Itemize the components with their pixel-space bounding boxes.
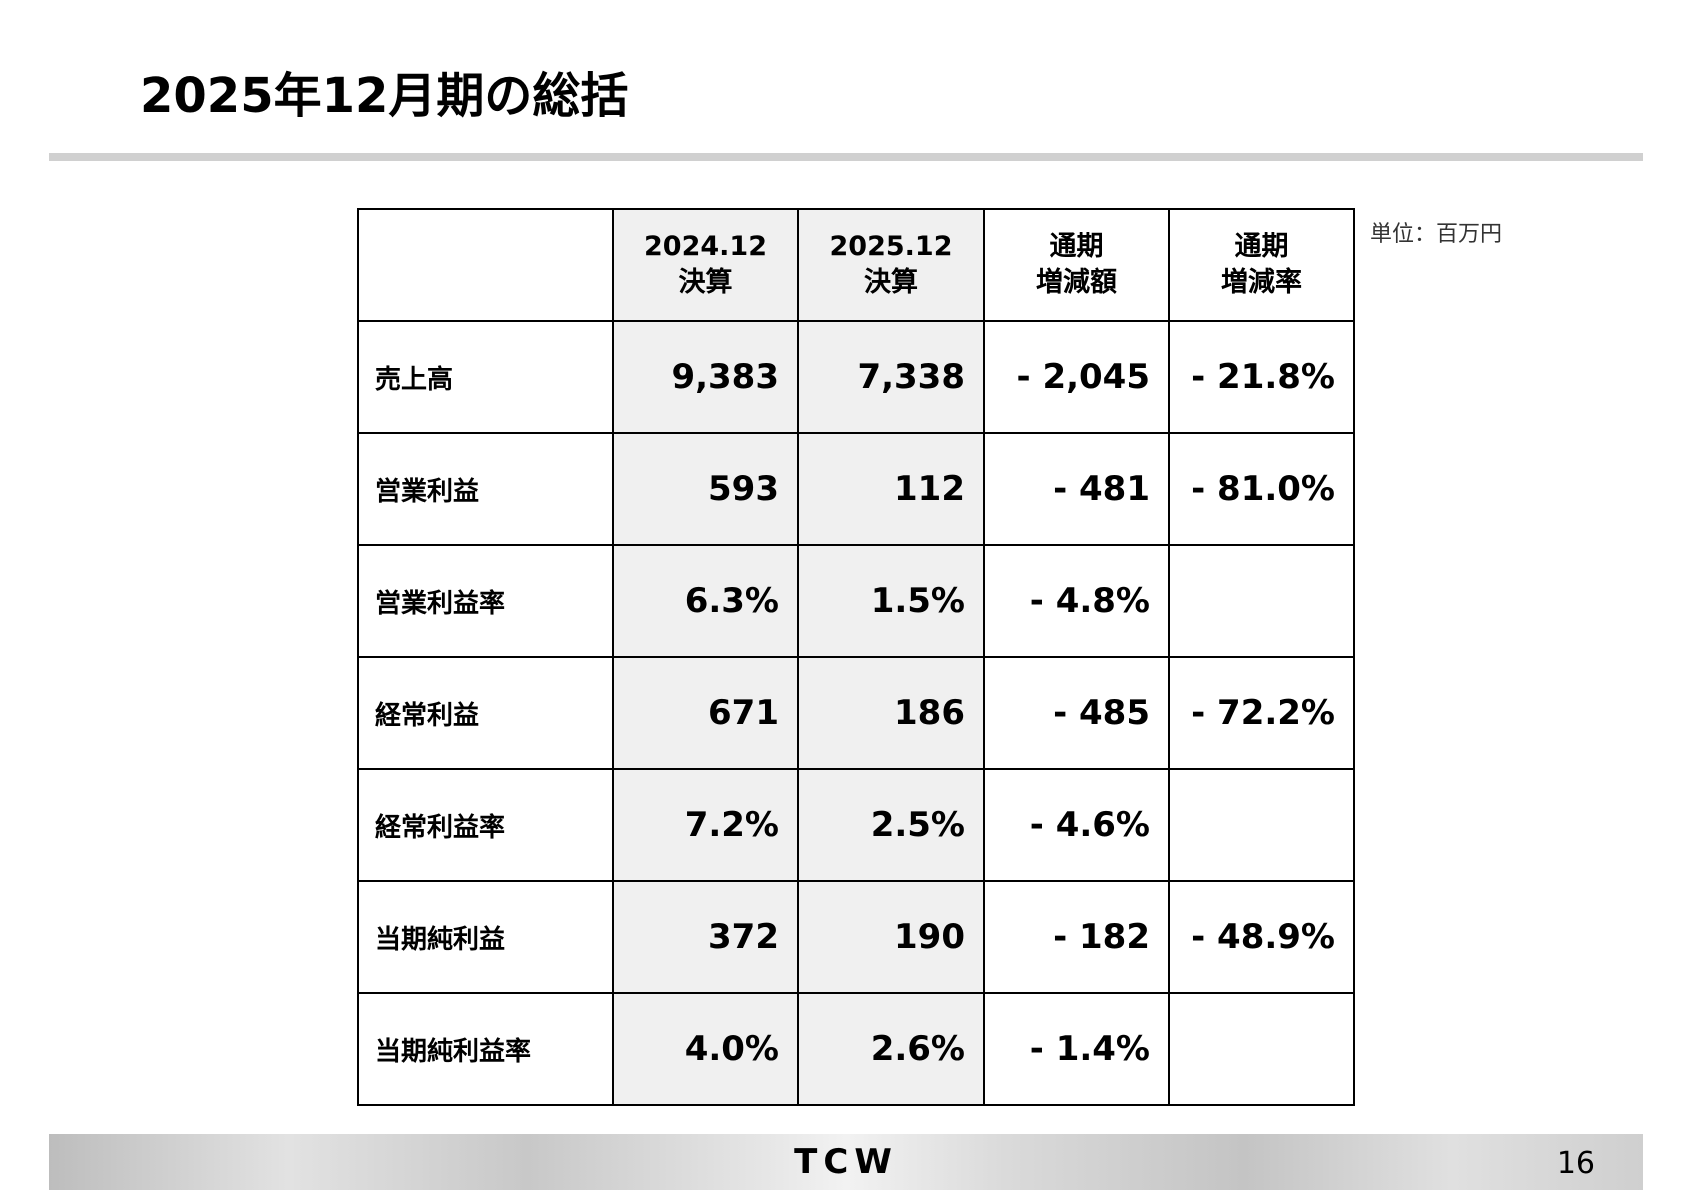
value-cell: 7,338 — [797, 320, 985, 434]
value-cell: - 81.0% — [1168, 432, 1355, 546]
column-header: 通期 増減額 — [983, 208, 1170, 322]
value-cell: - 1.4% — [983, 992, 1170, 1106]
corner-cell — [357, 208, 614, 322]
row-label: 営業利益率 — [357, 544, 614, 658]
slide-title: 2025年12月期の総括 — [140, 68, 629, 124]
value-cell: - 72.2% — [1168, 656, 1355, 770]
value-cell: 7.2% — [612, 768, 799, 882]
row-label: 経常利益 — [357, 656, 614, 770]
value-cell: 190 — [797, 880, 985, 994]
column-header: 2024.12 決算 — [612, 208, 799, 322]
value-cell — [1168, 544, 1355, 658]
value-cell: - 4.8% — [983, 544, 1170, 658]
value-cell: 112 — [797, 432, 985, 546]
value-cell: 1.5% — [797, 544, 985, 658]
value-cell: - 481 — [983, 432, 1170, 546]
value-cell: - 2,045 — [983, 320, 1170, 434]
column-header: 通期 増減率 — [1168, 208, 1355, 322]
data-row: 当期純利益 372 190- 182- 48.9% — [357, 880, 1355, 994]
value-cell: 6.3% — [612, 544, 799, 658]
row-label: 当期純利益 — [357, 880, 614, 994]
value-cell: 4.0% — [612, 992, 799, 1106]
value-cell: - 21.8% — [1168, 320, 1355, 434]
header-line: 2025.12 — [829, 231, 953, 262]
data-row: 経常利益 671 186- 485- 72.2% — [357, 656, 1355, 770]
header-row: 2024.12 決算 2025.12 決算 通期 増減額 通期 増減率 — [357, 208, 1355, 322]
footer: TCW 16 — [49, 1134, 1643, 1190]
header-line: 通期 — [1049, 231, 1104, 262]
logo: TCW — [794, 1142, 898, 1182]
row-label: 経常利益率 — [357, 768, 614, 882]
header-line: 決算 — [678, 267, 733, 298]
header-line: 増減額 — [1036, 267, 1117, 298]
title-rule — [49, 153, 1643, 161]
header-line: 通期 — [1234, 231, 1289, 262]
value-cell — [1168, 768, 1355, 882]
value-cell: - 4.6% — [983, 768, 1170, 882]
data-row: 経常利益率 7.2% 2.5% - 4.6% — [357, 768, 1355, 882]
value-cell: 593 — [612, 432, 799, 546]
data-row: 営業利益 593 112- 481- 81.0% — [357, 432, 1355, 546]
data-row: 売上高 9,383 7,338- 2,045- 21.8% — [357, 320, 1355, 434]
unit-label: 単位：百万円 — [1370, 222, 1503, 247]
value-cell: - 485 — [983, 656, 1170, 770]
summary-table: 2024.12 決算 2025.12 決算 通期 増減額 通期 増減率 売上高 9,383 7,33… — [357, 208, 1355, 1106]
data-row: 営業利益率 6.3% 1.5% - 4.8% — [357, 544, 1355, 658]
row-label: 営業利益 — [357, 432, 614, 546]
value-cell: 2.6% — [797, 992, 985, 1106]
value-cell: - 48.9% — [1168, 880, 1355, 994]
value-cell: 9,383 — [612, 320, 799, 434]
value-cell: - 182 — [983, 880, 1170, 994]
row-label: 当期純利益率 — [357, 992, 614, 1106]
value-cell — [1168, 992, 1355, 1106]
value-cell: 671 — [612, 656, 799, 770]
header-line: 2024.12 — [644, 231, 767, 262]
header-line: 増減率 — [1221, 267, 1302, 298]
value-cell: 186 — [797, 656, 985, 770]
column-header: 2025.12 決算 — [797, 208, 985, 322]
row-label: 売上高 — [357, 320, 614, 434]
value-cell: 372 — [612, 880, 799, 994]
page-number: 16 — [1556, 1146, 1595, 1181]
header-line: 決算 — [864, 267, 918, 298]
data-row: 当期純利益率 4.0% 2.6% - 1.4% — [357, 992, 1355, 1106]
value-cell: 2.5% — [797, 768, 985, 882]
